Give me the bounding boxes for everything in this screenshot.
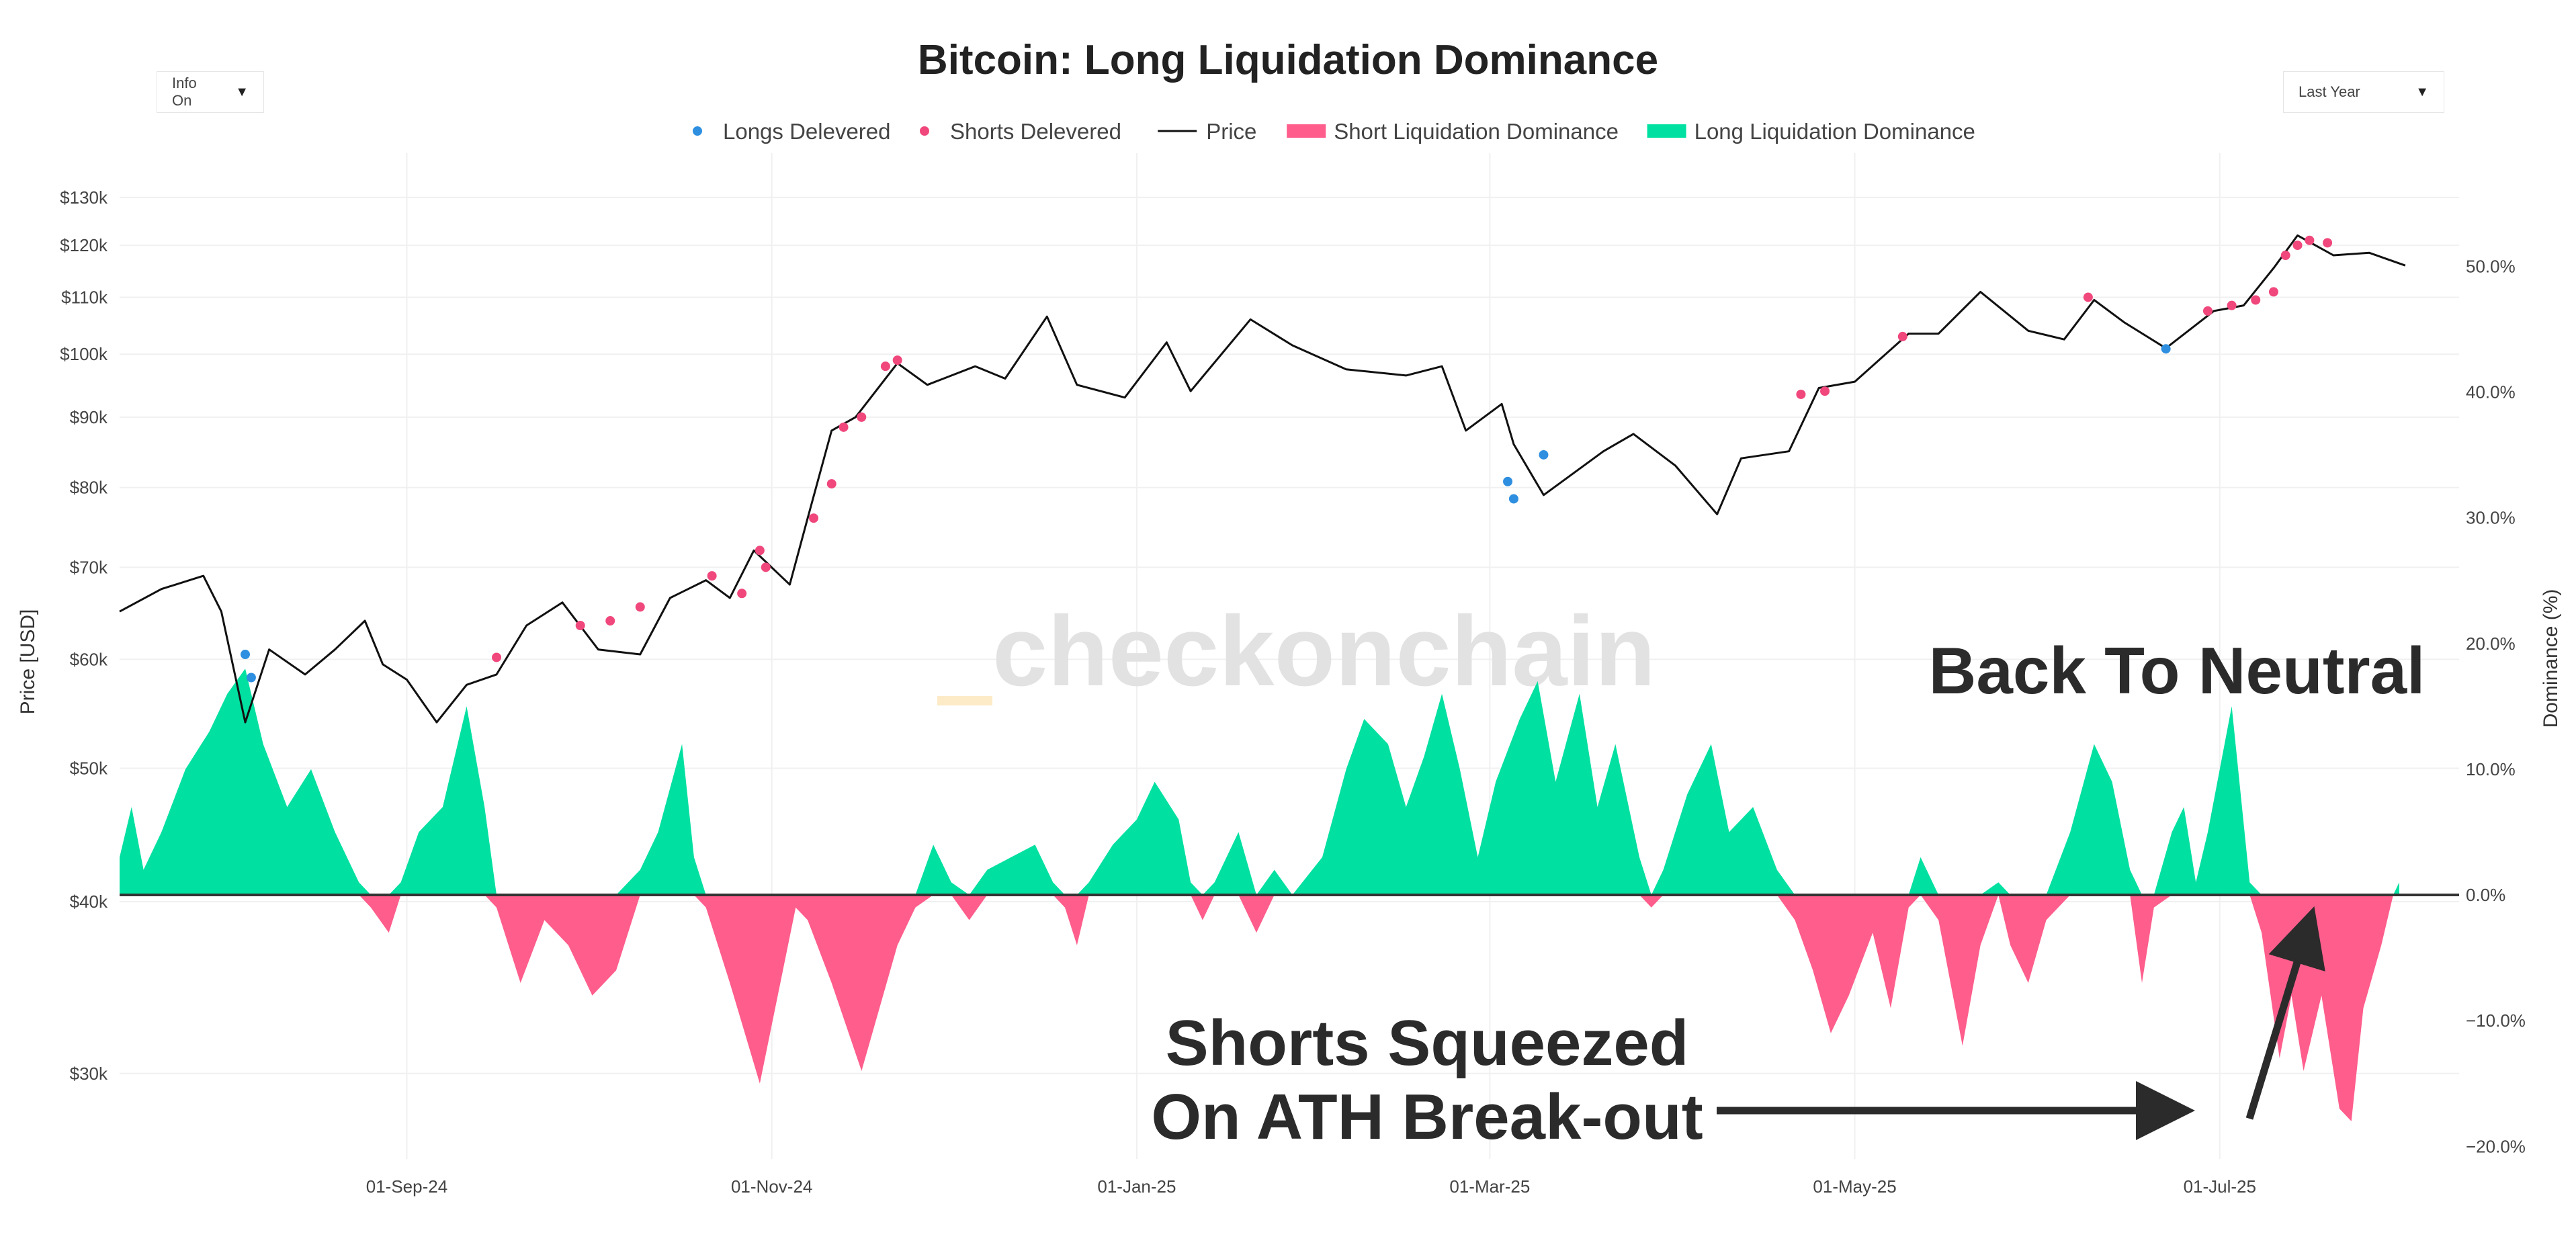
y2-tick-label: 10.0% — [2466, 759, 2516, 779]
legend-item: Short Liquidation Dominance — [1287, 119, 1619, 144]
time-range-dropdown[interactable]: Last Year ▼ — [2283, 71, 2444, 113]
legend-label: Short Liquidation Dominance — [1334, 119, 1619, 144]
shorts-delevered-point — [575, 620, 585, 630]
y-tick-label: $50k — [70, 759, 108, 779]
y2-tick-label: 20.0% — [2466, 634, 2516, 654]
y-tick-label: $120k — [60, 235, 108, 255]
legend-bar-icon — [1287, 124, 1326, 138]
shorts-squeezed-annotation-line2: On ATH Break-out — [1151, 1081, 1703, 1153]
shorts-delevered-point — [1796, 389, 1806, 399]
shorts-delevered-point — [2268, 287, 2278, 297]
y-axis-title: Price [USD] — [17, 609, 39, 715]
longs-delevered-point — [2161, 344, 2171, 354]
legend-item: Long Liquidation Dominance — [1647, 119, 1975, 144]
shorts-delevered-point — [707, 571, 717, 581]
y2-tick-label: 0.0% — [2466, 885, 2505, 905]
info-on-dropdown-label: Info On — [172, 75, 197, 109]
y2-tick-label: −20.0% — [2466, 1136, 2526, 1156]
shorts-squeezed-annotation-line1: Shorts Squeezed — [1166, 1007, 1689, 1079]
legend-item: Longs Delevered — [693, 119, 891, 144]
shorts-delevered-point — [857, 412, 867, 422]
shorts-delevered-point — [2227, 300, 2237, 310]
legend-label: Longs Delevered — [723, 119, 891, 144]
shorts-delevered-point — [1897, 331, 1907, 341]
chart-grid — [120, 153, 2459, 1159]
legend-dot-icon — [693, 126, 702, 136]
price-series — [119, 234, 2406, 724]
legend-dot-icon — [920, 126, 929, 136]
shorts-delevered-point — [1820, 386, 1830, 396]
arrow-to-neutral — [2245, 906, 2325, 1120]
y-tick-label: $130k — [60, 187, 108, 208]
shorts-delevered-point — [892, 355, 902, 365]
longs-delevered-point — [1503, 476, 1513, 486]
y2-tick-label: 30.0% — [2466, 508, 2516, 528]
legend-label: Price — [1206, 119, 1256, 144]
shorts-delevered-point — [839, 422, 849, 432]
chart-axes: 01-Sep-24 01-Nov-24 01-Jan-25 01-Mar-25 01-M… — [60, 187, 2526, 1197]
y-tick-label: $40k — [70, 892, 108, 912]
x-tick-label: 01-Nov-24 — [731, 1176, 812, 1197]
legend-bar-icon — [1647, 124, 1686, 138]
shorts-delevered-point — [635, 602, 645, 612]
legend-item: Price — [1158, 119, 1256, 144]
shorts-delevered-point — [2305, 235, 2315, 245]
longs-delevered-point — [241, 650, 251, 660]
y-tick-label: $60k — [70, 649, 108, 669]
dominance-area — [120, 668, 2399, 1121]
y-tick-label: $100k — [60, 344, 108, 364]
y2-tick-label: 40.0% — [2466, 382, 2516, 402]
y-tick-label: $70k — [70, 557, 108, 577]
x-tick-label: 01-May-25 — [1813, 1176, 1896, 1197]
watermark-text: checkonchain — [992, 596, 1656, 707]
legend-label: Long Liquidation Dominance — [1694, 119, 1975, 144]
watermark: checkonchain — [937, 596, 1656, 707]
shorts-delevered-point — [2292, 241, 2303, 251]
back-to-neutral-annotation: Back To Neutral — [1929, 634, 2425, 707]
shorts-delevered-point — [605, 616, 615, 626]
shorts-delevered-point — [737, 589, 747, 599]
y-tick-label: $80k — [70, 478, 108, 498]
watermark-accent-bar — [937, 696, 992, 705]
longs-delevered-point — [1539, 449, 1549, 460]
shorts-delevered-point — [826, 479, 836, 489]
delevered-points — [241, 235, 2333, 683]
shorts-delevered-point — [2280, 251, 2290, 261]
y-tick-label: $110k — [61, 287, 108, 307]
x-tick-label: 01-Jan-25 — [1097, 1176, 1176, 1197]
chart-legend: Longs Delevered Shorts Delevered Price Shor… — [693, 119, 1975, 144]
x-tick-label: 01-Mar-25 — [1449, 1176, 1530, 1197]
shorts-delevered-point — [761, 562, 771, 572]
chevron-down-icon: ▼ — [235, 84, 249, 99]
shorts-delevered-point — [880, 361, 890, 372]
legend-label: Shorts Delevered — [950, 119, 1121, 144]
shorts-delevered-point — [2323, 238, 2333, 248]
y2-tick-label: −10.0% — [2466, 1010, 2526, 1031]
longs-delevered-point — [1508, 494, 1518, 504]
time-range-dropdown-label: Last Year — [2299, 83, 2360, 100]
y-tick-label: $30k — [70, 1064, 108, 1084]
chevron-down-icon: ▼ — [2415, 84, 2429, 99]
y-tick-label: $90k — [70, 407, 108, 427]
longs-delevered-point — [246, 673, 256, 683]
info-on-dropdown[interactable]: Info On ▼ — [157, 71, 264, 113]
shorts-delevered-point — [2251, 295, 2261, 305]
chart-title: Bitcoin: Long Liquidation Dominance — [918, 37, 1658, 83]
shorts-delevered-point — [492, 652, 502, 662]
shorts-delevered-point — [809, 513, 819, 523]
x-tick-label: 01-Sep-24 — [366, 1176, 447, 1197]
shorts-delevered-point — [755, 546, 765, 556]
long-liquidation-dominance-area — [120, 668, 2399, 896]
shorts-delevered-point — [2202, 306, 2213, 316]
x-tick-label: 01-Jul-25 — [2184, 1176, 2256, 1197]
shorts-delevered-point — [2083, 292, 2093, 302]
short-liquidation-dominance-area — [120, 895, 2399, 1121]
legend-item: Shorts Delevered — [920, 119, 1121, 144]
y2-axis-title: Dominance (%) — [2540, 589, 2562, 728]
price-line — [119, 234, 2406, 724]
y2-tick-label: 50.0% — [2466, 256, 2516, 276]
